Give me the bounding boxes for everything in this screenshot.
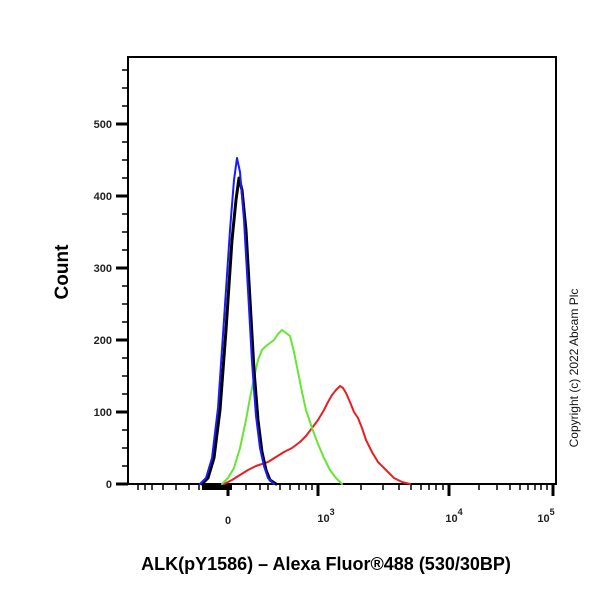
series-black	[200, 176, 278, 486]
series-blue	[199, 157, 275, 485]
x-axis-title: ALK(pY1586) – Alexa Fluor®488 (530/30BP)	[141, 554, 511, 574]
y-tick-label-100: 100	[94, 407, 112, 419]
series-red	[223, 385, 411, 485]
copyright-notice: Copyright (c) 2022 Abcam Plc	[567, 289, 581, 448]
y-tick-label-0: 0	[106, 479, 112, 491]
x-tick-label-1e4: 104	[445, 507, 462, 525]
x-tick-label-1e5: 105	[537, 507, 554, 525]
series-green	[221, 329, 343, 485]
y-tick-label-300: 300	[94, 263, 112, 275]
x-axis-ticks	[137, 484, 555, 496]
x-tick-label-1e3: 103	[317, 507, 334, 525]
y-tick-label-400: 400	[94, 191, 112, 203]
x-tick-label-0: 0	[225, 515, 231, 527]
y-axis-ticks	[116, 69, 128, 486]
plot-frame	[127, 56, 557, 485]
y-axis-title: Count	[52, 244, 73, 300]
y-tick-label-500: 500	[94, 119, 112, 131]
y-tick-label-200: 200	[94, 335, 112, 347]
histogram-series	[199, 157, 411, 486]
